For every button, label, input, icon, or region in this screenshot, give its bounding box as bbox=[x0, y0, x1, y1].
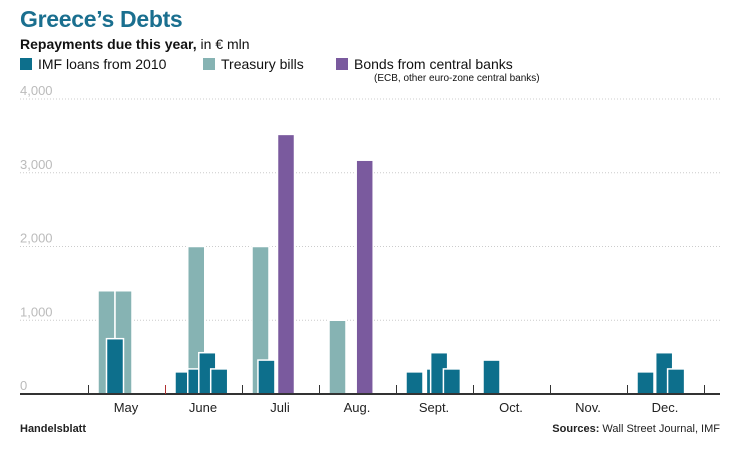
legend-label-bonds: Bonds from central banks bbox=[354, 56, 513, 72]
y-tick-label-2000: 2,000 bbox=[20, 231, 53, 246]
chart-title: Greece’s Debts bbox=[20, 6, 183, 32]
bar-imf-13 bbox=[405, 371, 424, 395]
bar-imf-18 bbox=[636, 371, 655, 395]
legend-item-tbills: Treasury bills bbox=[203, 56, 304, 72]
footer-publisher: Handelsblatt bbox=[20, 423, 87, 435]
subtitle-bold: Repayments due this year, bbox=[20, 36, 197, 52]
y-tick-label-4000: 4,000 bbox=[20, 83, 53, 98]
bar-imf-20 bbox=[666, 368, 686, 395]
x-tick-label-2: Juli bbox=[270, 400, 290, 415]
bar-bonds-12 bbox=[355, 159, 374, 395]
legend-swatch-tbills bbox=[203, 58, 215, 70]
x-tick-label-3: Aug. bbox=[344, 400, 371, 415]
y-tick-label-3000: 3,000 bbox=[20, 157, 53, 172]
chart-subtitle: Repayments due this year, in € mln bbox=[20, 36, 250, 52]
legend-swatch-bonds bbox=[336, 58, 348, 70]
legend-item-bonds: Bonds from central banks bbox=[336, 56, 513, 72]
x-tick-label-4: Sept. bbox=[419, 400, 449, 415]
bar-imf-16 bbox=[442, 368, 462, 395]
bar-imf-7 bbox=[209, 368, 229, 395]
bar-imf-9 bbox=[257, 359, 276, 395]
legend-label-tbills: Treasury bills bbox=[221, 56, 304, 72]
x-tick-label-1: June bbox=[189, 400, 217, 415]
x-tick-label-6: Nov. bbox=[575, 400, 601, 415]
x-tick-label-7: Dec. bbox=[652, 400, 679, 415]
legend-swatch-imf bbox=[20, 58, 32, 70]
legend: IMF loans from 2010 Treasury bills Bonds… bbox=[20, 56, 720, 86]
bar-bonds-10 bbox=[276, 133, 296, 395]
bar-imf-2 bbox=[105, 337, 125, 395]
legend-note: (ECB, other euro-zone central banks) bbox=[374, 73, 540, 84]
subtitle-unit: in € mln bbox=[196, 36, 250, 52]
legend-item-imf: IMF loans from 2010 bbox=[20, 56, 166, 72]
footer-sources-label: Sources: bbox=[552, 423, 600, 435]
x-tick-label-5: Oct. bbox=[499, 400, 523, 415]
y-tick-label-1000: 1,000 bbox=[20, 304, 53, 319]
y-tick-label-0: 0 bbox=[20, 378, 27, 393]
legend-label-imf: IMF loans from 2010 bbox=[38, 56, 167, 72]
bar-tbills-11 bbox=[328, 319, 347, 395]
bar-imf-17 bbox=[482, 359, 501, 395]
axis-layer: 0 1,000 2,000 3,000 4,000 May June Juli Aug. Sept… bbox=[20, 83, 720, 415]
footer-sources: Sources: Wall Street Journal, IMF bbox=[552, 423, 720, 435]
footer-sources-text: Wall Street Journal, IMF bbox=[599, 423, 720, 435]
x-tick-label-0: May bbox=[114, 400, 139, 415]
bar-layer bbox=[97, 133, 686, 395]
